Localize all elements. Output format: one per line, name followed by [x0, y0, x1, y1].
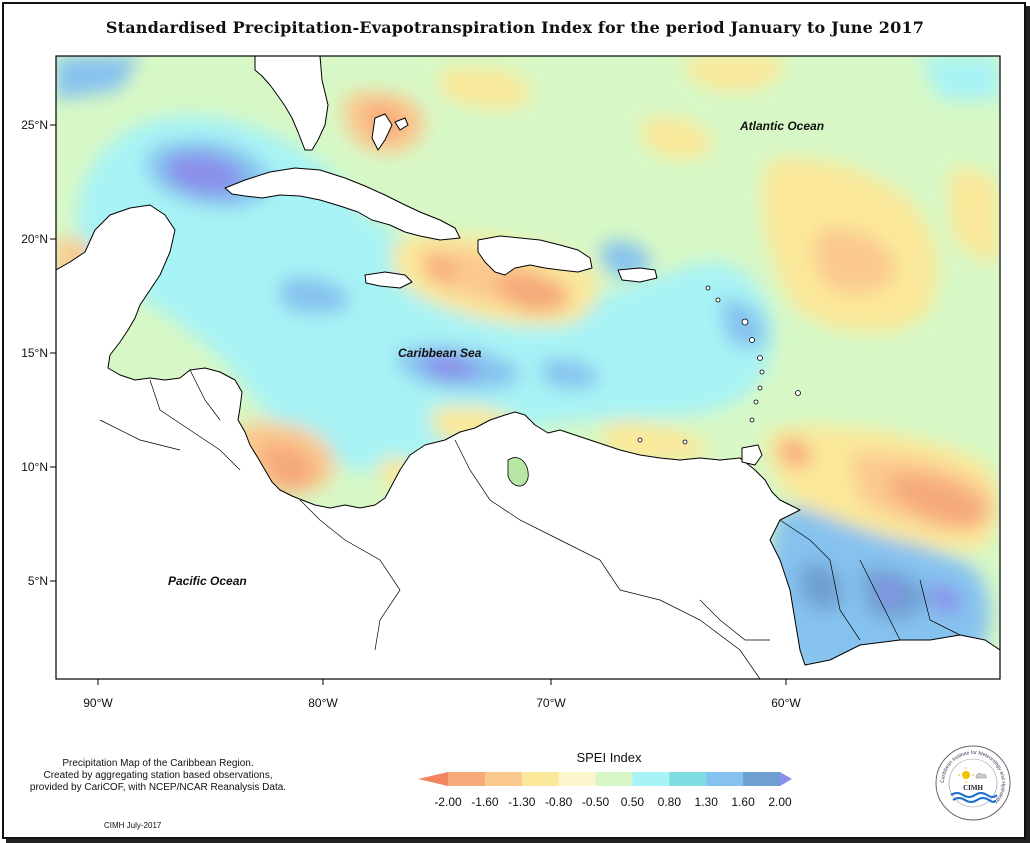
cimh-logo: Caribbean Institute for Meteorology and … [935, 745, 1011, 821]
lon-tick-label: 80°W [308, 696, 338, 710]
pacific-ocean-label: Pacific Ocean [168, 574, 247, 588]
lat-tick-label: 5°N [28, 574, 48, 588]
date-stamp: CIMH July-2017 [104, 821, 162, 830]
credit-line: Precipitation Map of the Caribbean Regio… [62, 758, 254, 769]
legend-break-label: -0.50 [582, 795, 610, 809]
credit-line: Created by aggregating station based obs… [43, 770, 273, 781]
legend-break-label: 1.60 [731, 795, 755, 809]
longitude-axis: 90°W 80°W 70°W 60°W [83, 679, 801, 710]
lesser-antilles [637, 285, 801, 445]
legend-swatch [743, 772, 781, 786]
legend-swatch [632, 772, 670, 786]
logo-label: CIMH [963, 784, 983, 792]
lat-tick-label: 10°N [21, 460, 48, 474]
credit-text: Precipitation Map of the Caribbean Regio… [8, 758, 308, 794]
legend-swatch [448, 772, 486, 786]
legend-title: SPEI Index [576, 750, 642, 765]
plot-border [55, 55, 1001, 680]
lat-tick-label: 25°N [21, 118, 48, 132]
legend-break-label: -0.80 [545, 795, 573, 809]
legend-labels: -2.00 -1.60 -1.30 -0.80 -0.50 0.50 0.80 1.30 1.6… [434, 795, 792, 809]
legend-swatch [418, 772, 448, 786]
legend-break-label: -2.00 [434, 795, 462, 809]
legend-break-label: 0.50 [621, 795, 645, 809]
legend-swatch [558, 772, 597, 786]
spei-field: Atlantic Ocean Caribbean Sea Pacific Oce… [56, 56, 1000, 679]
atlantic-ocean-label: Atlantic Ocean [739, 119, 824, 133]
legend-swatch [484, 772, 523, 786]
legend-break-label: -1.60 [471, 795, 499, 809]
legend-swatch [780, 772, 792, 786]
lon-tick-label: 90°W [83, 696, 113, 710]
legend-swatch [595, 772, 633, 786]
lat-tick-label: 20°N [21, 232, 48, 246]
caribbean-sea-label: Caribbean Sea [398, 346, 482, 360]
legend-swatch [669, 772, 707, 786]
legend-break-label: 0.80 [658, 795, 682, 809]
credit-line: provided by CariCOF, with NCEP/NCAR Rean… [29, 782, 287, 793]
spei-legend: SPEI Index -2.00 -1.60 -1.30 -0.80 -0.50 0.50… [418, 750, 792, 809]
lon-tick-label: 70°W [536, 696, 566, 710]
land-masses [56, 56, 1000, 679]
borders [99, 369, 961, 679]
legend-colorbar [418, 772, 792, 786]
latitude-axis: 25°N 20°N 15°N 10°N 5°N [21, 118, 56, 588]
lat-tick-label: 15°N [21, 346, 48, 360]
legend-swatch [706, 772, 744, 786]
map-title: Standardised Precipitation-Evapotranspir… [105, 18, 925, 37]
legend-break-label: 1.30 [695, 795, 719, 809]
lon-tick-label: 60°W [771, 696, 801, 710]
legend-break-label: -1.30 [508, 795, 536, 809]
lake-maracaibo [507, 457, 529, 487]
legend-break-label: 2.00 [768, 795, 792, 809]
legend-swatch [521, 772, 560, 786]
